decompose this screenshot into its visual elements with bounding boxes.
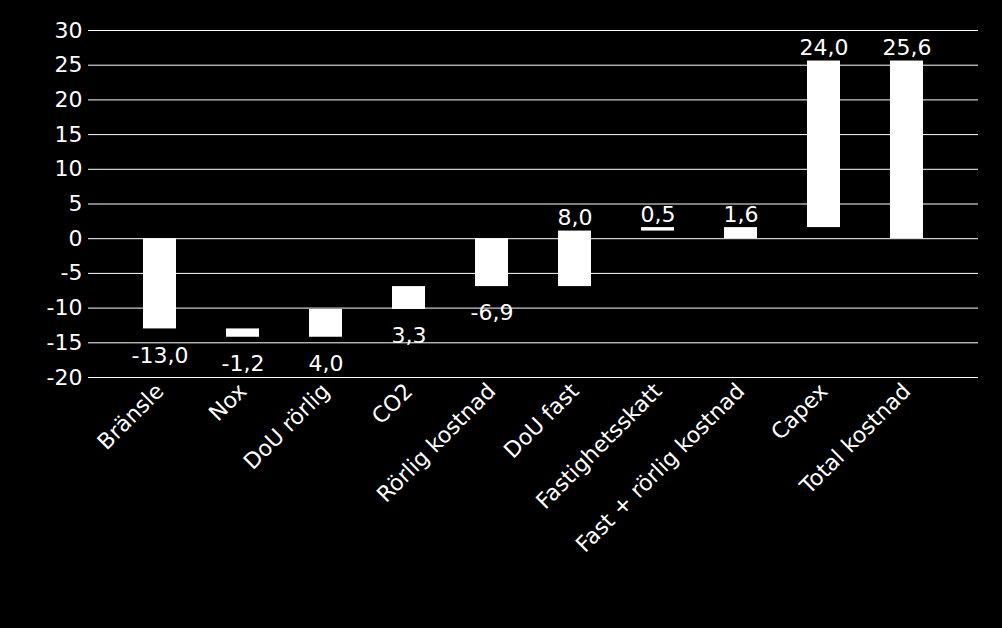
svg-text:5: 5	[69, 191, 83, 216]
svg-text:8,0: 8,0	[558, 205, 593, 230]
svg-text:3,3: 3,3	[392, 323, 427, 348]
svg-text:Total kostnad: Total kostnad	[794, 378, 915, 499]
svg-text:0,5: 0,5	[641, 202, 676, 227]
svg-text:20: 20	[55, 87, 83, 112]
svg-text:-15: -15	[47, 330, 83, 355]
svg-text:24,0: 24,0	[800, 35, 849, 60]
svg-text:DoU rörlig: DoU rörlig	[239, 378, 335, 474]
svg-text:10: 10	[55, 156, 83, 181]
svg-text:DoU fast: DoU fast	[499, 378, 584, 463]
svg-text:CO2: CO2	[367, 378, 418, 429]
svg-text:-5: -5	[61, 260, 83, 285]
svg-text:1,6: 1,6	[724, 202, 759, 227]
svg-text:-20: -20	[47, 365, 83, 390]
svg-text:15: 15	[55, 122, 83, 147]
svg-text:Fast + rörlig kostnad: Fast + rörlig kostnad	[571, 378, 750, 557]
svg-text:Nox: Nox	[204, 378, 252, 426]
svg-text:-13,0: -13,0	[132, 343, 189, 368]
svg-text:Fastighetsskatt: Fastighetsskatt	[531, 378, 667, 514]
svg-text:4,0: 4,0	[309, 351, 344, 376]
svg-text:Rörlig kostnad: Rörlig kostnad	[372, 378, 501, 507]
svg-text:-1,2: -1,2	[222, 351, 265, 376]
svg-text:Capex: Capex	[766, 378, 832, 444]
svg-text:25,6: 25,6	[883, 35, 932, 60]
svg-text:-6,9: -6,9	[471, 300, 514, 325]
svg-text:-10: -10	[47, 295, 83, 320]
svg-text:0: 0	[69, 226, 83, 251]
svg-text:30: 30	[55, 18, 83, 43]
svg-text:25: 25	[55, 52, 83, 77]
svg-text:Bränsle: Bränsle	[92, 378, 168, 454]
